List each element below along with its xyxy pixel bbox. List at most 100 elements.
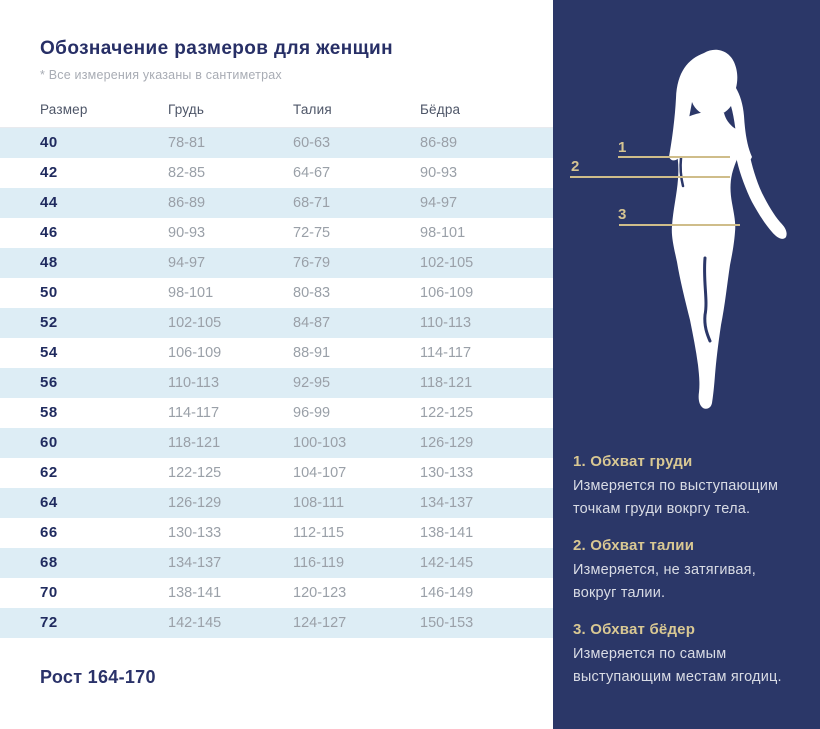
range-cell: 68-71 — [293, 195, 331, 211]
waist-measure-line — [570, 176, 730, 178]
range-cell: 110-113 — [168, 375, 220, 391]
column-header-hips: Бёдра — [420, 102, 461, 117]
range-cell: 114-117 — [420, 345, 472, 361]
size-cell: 44 — [40, 194, 58, 211]
range-cell: 108-111 — [293, 495, 345, 511]
chest-marker: 1 — [618, 139, 627, 156]
size-cell: 66 — [40, 524, 58, 541]
range-cell: 90-93 — [168, 225, 206, 241]
range-cell: 130-133 — [168, 525, 222, 541]
range-cell: 104-107 — [293, 465, 347, 481]
range-cell: 126-129 — [168, 495, 222, 511]
range-cell: 86-89 — [168, 195, 206, 211]
table-row: 70 138-141 120-123 146-149 — [0, 578, 553, 608]
table-row: 46 90-93 72-75 98-101 — [0, 218, 553, 248]
size-cell: 64 — [40, 494, 58, 511]
range-cell: 100-103 — [293, 435, 347, 451]
size-table-panel: Обозначение размеров для женщин * Все из… — [0, 38, 553, 687]
table-row: 44 86-89 68-71 94-97 — [0, 188, 553, 218]
size-cell: 72 — [40, 614, 58, 631]
range-cell: 72-75 — [293, 225, 331, 241]
range-cell: 86-89 — [420, 135, 458, 151]
range-cell: 134-137 — [168, 555, 222, 571]
range-cell: 106-109 — [420, 285, 474, 301]
range-cell: 102-105 — [168, 315, 222, 331]
range-cell: 122-125 — [420, 405, 474, 421]
table-row: 52 102-105 84-87 110-113 — [0, 308, 553, 338]
range-cell: 142-145 — [168, 615, 222, 631]
range-cell: 92-95 — [293, 375, 331, 391]
table-row: 54 106-109 88-91 114-117 — [0, 338, 553, 368]
range-cell: 118-121 — [420, 375, 473, 391]
size-cell: 52 — [40, 314, 58, 331]
range-cell: 134-137 — [420, 495, 474, 511]
range-cell: 138-141 — [420, 525, 474, 541]
range-cell: 146-149 — [420, 585, 474, 601]
units-note: * Все измерения указаны в сантиметрах — [40, 68, 282, 82]
range-cell: 122-125 — [168, 465, 222, 481]
legend-section-hips: 3. Обхват бёдер Измеряется по самым выст… — [573, 619, 808, 689]
range-cell: 80-83 — [293, 285, 331, 301]
size-cell: 42 — [40, 164, 58, 181]
table-row: 60 118-121 100-103 126-129 — [0, 428, 553, 458]
chest-description: Измеряется по выступающим точкам груди в… — [573, 478, 779, 517]
range-cell: 150-153 — [420, 615, 474, 631]
size-cell: 50 — [40, 284, 58, 301]
range-cell: 60-63 — [293, 135, 331, 151]
range-cell: 90-93 — [420, 165, 458, 181]
range-cell: 94-97 — [420, 195, 458, 211]
table-row: 62 122-125 104-107 130-133 — [0, 458, 553, 488]
size-cell: 56 — [40, 374, 58, 391]
range-cell: 96-99 — [293, 405, 331, 421]
size-cell: 68 — [40, 554, 58, 571]
range-cell: 130-133 — [420, 465, 474, 481]
range-cell: 124-127 — [293, 615, 347, 631]
hips-marker: 3 — [618, 206, 627, 223]
waist-marker: 2 — [571, 158, 580, 175]
size-cell: 70 — [40, 584, 58, 601]
column-header-waist: Талия — [293, 102, 332, 117]
range-cell: 98-101 — [420, 225, 466, 241]
range-cell: 76-79 — [293, 255, 331, 271]
table-row: 66 130-133 112-115 138-141 — [0, 518, 553, 548]
legend-section-waist: 2. Обхват талии Измеряется, не затягивая… — [573, 535, 808, 605]
size-cell: 62 — [40, 464, 58, 481]
measurement-guide-panel: 1 2 3 1. Обхват груди Измеряется по выст… — [553, 0, 820, 729]
range-cell: 88-91 — [293, 345, 331, 361]
size-cell: 48 — [40, 254, 58, 271]
hips-measure-line — [619, 224, 740, 226]
range-cell: 64-67 — [293, 165, 331, 181]
range-cell: 94-97 — [168, 255, 206, 271]
range-cell: 114-117 — [168, 405, 220, 421]
chest-measure-line — [618, 156, 730, 158]
range-cell: 116-119 — [293, 555, 345, 571]
waist-description: Измеряется, не затягивая, вокруг талии. — [573, 562, 756, 601]
size-cell: 58 — [40, 404, 58, 421]
size-table-body: 40 78-81 60-63 86-89 42 82-85 64-67 90-93 44 86-8… — [0, 128, 553, 638]
range-cell: 126-129 — [420, 435, 474, 451]
height-range-label: Рост 164-170 — [40, 667, 156, 687]
range-cell: 110-113 — [420, 315, 472, 331]
range-cell: 78-81 — [168, 135, 206, 151]
table-row: 68 134-137 116-119 142-145 — [0, 548, 553, 578]
range-cell: 118-121 — [168, 435, 221, 451]
column-header-size: Размер — [40, 102, 88, 117]
table-row: 56 110-113 92-95 118-121 — [0, 368, 553, 398]
size-cell: 40 — [40, 134, 58, 151]
page-title: Обозначение размеров для женщин — [40, 38, 393, 59]
chest-heading: 1. Обхват груди — [573, 453, 693, 470]
table-row: 50 98-101 80-83 106-109 — [0, 278, 553, 308]
measurement-legend: 1. Обхват груди Измеряется по выступающи… — [573, 451, 808, 703]
table-row: 58 114-117 96-99 122-125 — [0, 398, 553, 428]
hips-heading: 3. Обхват бёдер — [573, 621, 696, 638]
table-header-row: Размер Грудь Талия Бёдра — [0, 94, 553, 128]
table-row: 72 142-145 124-127 150-153 — [0, 608, 553, 638]
table-row: 64 126-129 108-111 134-137 — [0, 488, 553, 518]
range-cell: 84-87 — [293, 315, 331, 331]
table-row: 48 94-97 76-79 102-105 — [0, 248, 553, 278]
range-cell: 138-141 — [168, 585, 222, 601]
table-row: 40 78-81 60-63 86-89 — [0, 128, 553, 158]
table-row: 42 82-85 64-67 90-93 — [0, 158, 553, 188]
range-cell: 82-85 — [168, 165, 206, 181]
